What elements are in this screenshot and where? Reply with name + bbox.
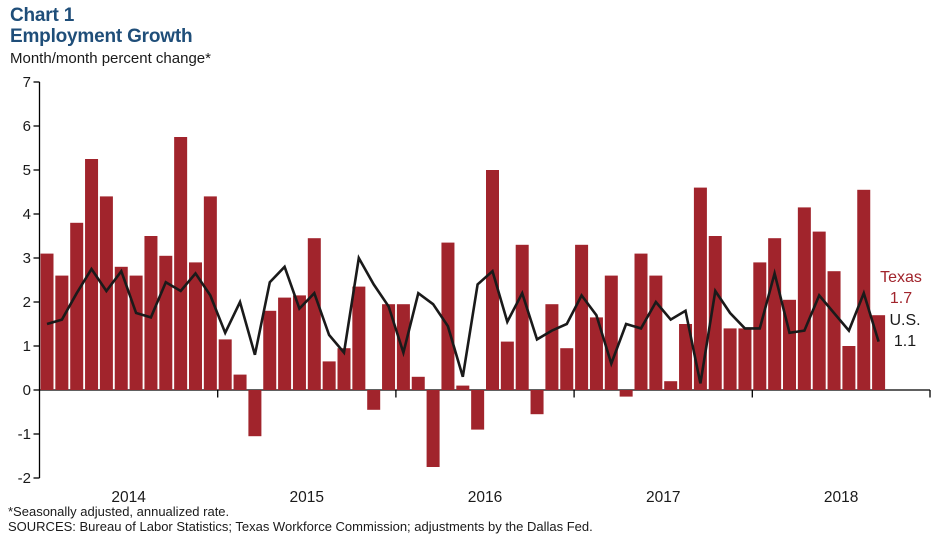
y-tick-label: -1 <box>18 426 31 443</box>
texas-bar-2015-01 <box>218 339 232 390</box>
texas-bar-2017-12 <box>738 328 752 390</box>
x-year-label: 2015 <box>290 489 324 506</box>
texas-bar-2015-04 <box>263 310 277 390</box>
texas-bar-2016-09 <box>515 244 529 390</box>
texas-bar-2014-09 <box>159 255 173 390</box>
texas-bar-2018-06 <box>827 271 841 390</box>
us-label: U.S. <box>889 312 921 329</box>
texas-bar-2014-06 <box>114 266 128 390</box>
y-tick-label: 6 <box>23 118 31 135</box>
texas-bar-2014-10 <box>174 137 188 390</box>
texas-bar-2014-04 <box>85 159 99 390</box>
y-tick-label: 5 <box>23 162 31 179</box>
y-tick-label: -2 <box>18 470 31 487</box>
texas-bar-2018-04 <box>797 207 811 390</box>
footnote: *Seasonally adjusted, annualized rate. <box>8 504 230 519</box>
texas-bar-2018-05 <box>812 231 826 390</box>
texas-bar-2016-06 <box>471 390 485 430</box>
texas-bar-2016-10 <box>530 390 544 415</box>
texas-bar-2016-02 <box>411 376 425 390</box>
texas-bar-2015-06 <box>292 295 306 390</box>
texas-bar-2015-12 <box>382 304 396 390</box>
texas-bar-2017-03 <box>604 275 618 390</box>
texas-bar-2014-05 <box>99 196 113 390</box>
chart-title: Employment Growth <box>10 26 193 47</box>
texas-bar-2014-01 <box>40 253 54 390</box>
y-tick-label: 3 <box>23 250 31 267</box>
texas-bar-2014-03 <box>70 222 84 390</box>
texas-bar-2014-07 <box>129 275 143 390</box>
us-line <box>46 254 880 384</box>
texas-bar-2018-07 <box>842 346 856 390</box>
texas-bar-2017-11 <box>723 328 737 390</box>
texas-bar-2015-02 <box>233 374 247 390</box>
texas-bar-2015-09 <box>337 348 351 390</box>
texas-bar-2016-01 <box>396 304 410 390</box>
texas-bar-2014-08 <box>144 236 158 390</box>
y-tick-label: 7 <box>23 74 31 91</box>
texas-bar-2016-12 <box>560 348 574 390</box>
x-year-label: 2016 <box>468 489 502 506</box>
texas-bar-2016-08 <box>500 341 514 390</box>
texas-bar-2014-11 <box>189 262 202 390</box>
sources-line: SOURCES: Bureau of Labor Statistics; Tex… <box>8 519 593 534</box>
texas-bar-2017-05 <box>634 253 648 390</box>
texas-bar-2017-02 <box>589 317 603 390</box>
texas-bar-2015-11 <box>367 390 381 410</box>
texas-bar-2017-04 <box>619 390 633 397</box>
us-series-label: U.S. 1.1 <box>882 310 928 352</box>
texas-bar-2016-07 <box>486 170 499 390</box>
texas-bar-2017-10 <box>708 236 722 390</box>
x-year-label: 2018 <box>824 489 858 506</box>
chart-header: Chart 1 Employment Growth Month/month pe… <box>10 5 211 67</box>
texas-bar-2016-11 <box>545 304 559 390</box>
texas-bar-2017-08 <box>679 324 693 390</box>
x-year-label: 2014 <box>111 489 146 506</box>
texas-bar-2015-05 <box>278 297 292 390</box>
y-tick-label: 0 <box>23 382 31 399</box>
texas-bar-2018-02 <box>768 238 782 390</box>
texas-bar-2014-02 <box>55 275 69 390</box>
texas-bar-2017-07 <box>664 381 678 390</box>
chart-number: Chart 1 <box>10 5 75 26</box>
texas-bar-2016-05 <box>456 385 470 390</box>
texas-bar-2015-10 <box>352 286 366 390</box>
texas-bar-2015-03 <box>248 390 262 437</box>
texas-series-label: Texas 1.7 <box>874 267 928 309</box>
texas-bar-2015-08 <box>322 361 336 390</box>
y-tick-label: 4 <box>23 206 31 223</box>
texas-bar-2015-07 <box>307 238 321 390</box>
texas-bar-2017-09 <box>693 187 707 390</box>
texas-bar-2016-04 <box>441 242 455 390</box>
texas-bar-2016-03 <box>426 390 440 467</box>
axis-unit-label: Month/month percent change* <box>10 50 211 67</box>
texas-last-value: 1.7 <box>889 290 913 307</box>
texas-bar-2017-06 <box>649 275 663 390</box>
texas-label: Texas <box>880 269 922 286</box>
x-year-label: 2017 <box>646 489 680 506</box>
y-tick-label: 1 <box>23 338 31 355</box>
texas-bar-2017-01 <box>575 244 589 390</box>
y-tick-label: 2 <box>23 294 31 311</box>
us-last-value: 1.1 <box>893 333 917 350</box>
